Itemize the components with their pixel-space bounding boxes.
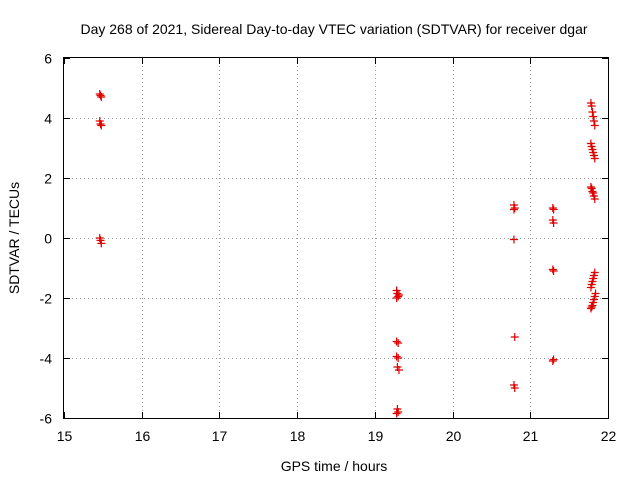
data-point [587, 102, 596, 110]
data-point [510, 384, 519, 392]
data-point [96, 91, 105, 100]
data-point [96, 120, 105, 128]
chart-title: Day 268 of 2021, Sidereal Day-to-day VTE… [80, 21, 587, 37]
y-axis-label: SDTVAR / TECUs [6, 182, 22, 294]
data-point [549, 219, 558, 227]
x-tick-label: 15 [57, 428, 73, 444]
data-point [549, 267, 558, 275]
data-point [586, 183, 595, 191]
y-tick-label: 2 [44, 171, 52, 187]
data-point [590, 117, 599, 125]
data-point [97, 93, 106, 101]
data-point [97, 239, 106, 248]
x-tick-label: 18 [290, 428, 306, 444]
plot-frame [63, 57, 609, 419]
data-point [588, 187, 597, 196]
y-tick-label: -2 [40, 291, 53, 307]
y-tick-labels: -6 -4 -2 0 2 4 6 [40, 51, 53, 427]
data-point [394, 354, 403, 362]
x-axis-label: GPS time / hours [281, 458, 388, 474]
data-point [392, 409, 401, 418]
data-point [509, 235, 518, 244]
x-tick-label: 20 [446, 428, 462, 444]
data-point [548, 357, 557, 365]
data-point [590, 195, 599, 203]
x-tick-label: 16 [135, 428, 151, 444]
y-tick-label: 4 [44, 111, 52, 127]
data-point [392, 337, 401, 346]
data-point [588, 108, 597, 116]
data-point [589, 112, 598, 121]
data-point [586, 304, 595, 313]
data-point [510, 204, 519, 212]
data-point [587, 303, 596, 311]
data-point [97, 121, 106, 130]
x-tick-label: 21 [523, 428, 539, 444]
data-point [548, 204, 557, 212]
x-tick-label: 22 [601, 428, 617, 444]
data-point [590, 154, 599, 163]
data-point [590, 121, 599, 130]
y-tick-label: -6 [40, 411, 53, 427]
data-point [509, 205, 518, 214]
data-point [586, 283, 595, 292]
data-point [394, 366, 403, 374]
data-point [549, 205, 558, 214]
data-point [394, 339, 403, 347]
grid-lines [64, 58, 608, 418]
data-points [95, 90, 600, 418]
data-point [510, 333, 519, 341]
x-tick-labels: 15 16 17 18 19 20 21 22 [57, 428, 617, 444]
data-point [549, 355, 558, 364]
data-point [392, 352, 401, 361]
axis-ticks [64, 58, 609, 419]
y-tick-label: 6 [44, 51, 52, 67]
data-point [548, 265, 557, 274]
y-tick-label: 0 [44, 231, 52, 247]
x-tick-label: 19 [368, 428, 384, 444]
x-tick-label: 17 [212, 428, 228, 444]
data-point [394, 408, 403, 416]
data-point [394, 292, 403, 301]
y-tick-label: -4 [40, 351, 53, 367]
data-point [392, 294, 401, 302]
